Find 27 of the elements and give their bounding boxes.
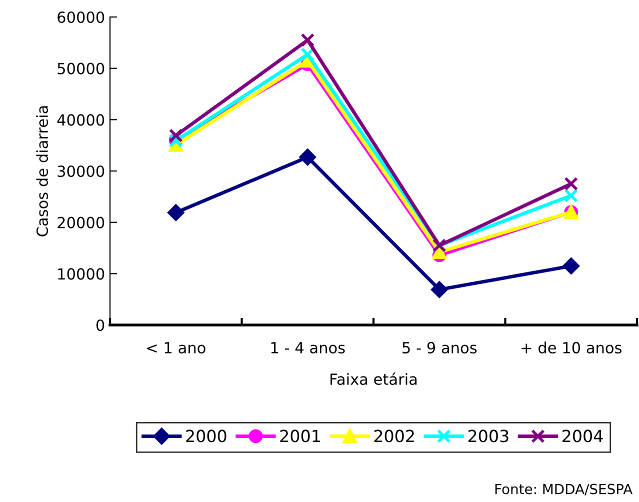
point bbox=[299, 148, 316, 166]
point bbox=[564, 176, 578, 191]
x-axis-title: Faixa etária bbox=[330, 372, 417, 385]
point bbox=[431, 281, 448, 298]
legend-label: 2004 bbox=[562, 430, 603, 442]
y-axis-title: Casos de diarreia bbox=[36, 106, 48, 236]
legend-label: 2000 bbox=[186, 430, 226, 442]
x-tick-label: 5 - 9 anos bbox=[402, 342, 477, 354]
point bbox=[564, 188, 578, 203]
point bbox=[562, 258, 580, 274]
y-tick-label: 20000 bbox=[58, 216, 104, 228]
y-tick-label: 40000 bbox=[57, 114, 104, 126]
x-tick-label: < 1 ano bbox=[147, 342, 206, 354]
point bbox=[168, 128, 183, 143]
y-tick-label: 0 bbox=[96, 319, 104, 332]
legend-label: 2001 bbox=[280, 430, 320, 442]
y-tick-label: 60000 bbox=[58, 11, 104, 24]
y-tick-label: 50000 bbox=[58, 62, 104, 74]
y-tick-label: 10000 bbox=[58, 268, 104, 280]
point bbox=[168, 204, 184, 221]
x-tick-label: 1 - 4 anos bbox=[271, 342, 345, 354]
source-note: Fonte: MDDA/SESPA bbox=[495, 484, 632, 496]
x-tick-label: + de 10 anos bbox=[522, 342, 622, 354]
legend-label: 2002 bbox=[374, 430, 414, 442]
y-tick-label: 30000 bbox=[58, 165, 104, 178]
point bbox=[300, 33, 315, 48]
legend-label: 2003 bbox=[468, 430, 508, 442]
